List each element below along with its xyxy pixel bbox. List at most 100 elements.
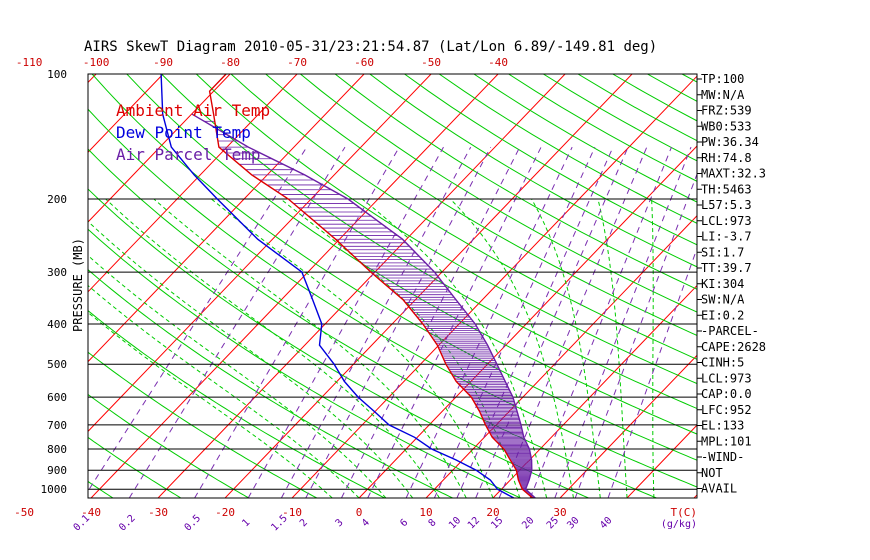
dry-adiabat-line	[126, 74, 697, 435]
mixing-ratio-tick-label: 30	[565, 515, 581, 531]
isotherm-line	[0, 74, 29, 498]
parcel-line	[191, 113, 536, 498]
mixing-ratio-tick-label: 3	[334, 517, 346, 529]
temp-tick-top-label: -110	[16, 56, 43, 69]
index-label: NOT	[701, 466, 723, 480]
y-axis-label: PRESSURE (MB)	[71, 238, 85, 332]
index-label: FRZ:539	[701, 104, 752, 118]
dry-adiabat-line	[752, 74, 870, 498]
mixing-ratio-tick-label: 2	[298, 517, 310, 529]
mixing-ratio-line	[433, 146, 596, 498]
index-label: TH:5463	[701, 182, 752, 196]
dry-adiabat-line	[88, 480, 114, 498]
temp-tick-bottom-label: 0	[356, 506, 363, 519]
dry-adiabat-line	[88, 393, 250, 498]
temp-unit-label: T(C)	[671, 506, 698, 519]
index-label: SI:1.7	[701, 245, 744, 259]
legend: Ambient Air Temp Dew Point Temp Air Parcel…	[116, 101, 270, 164]
cape-hatch	[204, 120, 536, 498]
moist-adiabat-line	[88, 254, 387, 498]
index-label: -WIND-	[701, 450, 744, 464]
index-label: L57:5.3	[701, 198, 752, 212]
chart-title: AIRS SkewT Diagram 2010-05-31/23:21:54.8…	[84, 39, 657, 55]
temp-tick-top-label: -50	[421, 56, 441, 69]
index-label: CAPE:2628	[701, 340, 766, 354]
mixing-ratio-tick-label: 10	[447, 515, 463, 531]
mixing-ratio-line	[498, 146, 648, 498]
dry-adiabat-line	[0, 74, 45, 498]
ambient-temp-line	[208, 74, 534, 498]
moist-adiabat-line	[105, 198, 440, 498]
labels-layer: 1002003004005006007008009001000-120-110-…	[14, 56, 698, 534]
legend-entry: Ambient Air Temp	[116, 101, 270, 120]
moist-adiabat-line	[597, 198, 628, 498]
mixing-ratio-line	[194, 146, 400, 498]
isotherm-line	[88, 74, 365, 363]
pressure-tick-label: 700	[47, 419, 67, 432]
temp-tick-bottom-label: -30	[148, 506, 168, 519]
index-label: LFC:952	[701, 403, 752, 417]
pressure-tick-label: 1000	[41, 483, 68, 496]
mixing-ratio-line	[280, 146, 472, 498]
moist-adiabat-line	[88, 284, 360, 498]
pressure-tick-label: 100	[47, 68, 67, 81]
index-label: RH:74.8	[701, 151, 752, 165]
temp-tick-top-label: -90	[153, 56, 173, 69]
mixing-ratio-line	[247, 146, 444, 498]
dry-adiabat-line	[88, 148, 657, 498]
mixing-ratio-tick-label: 40	[598, 515, 614, 531]
index-label: KI:304	[701, 277, 744, 291]
isotherm-line	[425, 215, 697, 498]
temp-tick-bottom-label: -20	[215, 506, 235, 519]
frame-layer	[87, 73, 698, 499]
moist-adiabat-line	[153, 198, 467, 498]
pressure-tick-label: 200	[47, 193, 67, 206]
dry-adiabat-line	[473, 74, 697, 203]
moist-adiabat-line	[280, 198, 521, 498]
index-label: MPL:101	[701, 434, 752, 448]
index-label: WB0:533	[701, 119, 752, 133]
mixing-ratio-tick-label: 0.5	[183, 513, 204, 534]
index-label: EL:133	[701, 419, 744, 433]
series-layer	[160, 74, 536, 498]
moist-adiabat-line	[211, 198, 494, 498]
temp-tick-bottom-label: -40	[81, 506, 101, 519]
index-label: LCL:973	[701, 214, 752, 228]
mixing-ratio-line	[574, 172, 697, 498]
mixing-ratio-line	[128, 146, 346, 498]
index-label: -PARCEL-	[701, 324, 759, 338]
index-label: SW:N/A	[701, 293, 745, 307]
isotherm-line	[626, 424, 697, 498]
dewpoint-line	[160, 74, 515, 498]
index-label: MAXT:32.3	[701, 167, 766, 181]
dry-adiabat-line	[230, 74, 697, 360]
pressure-tick-label: 500	[47, 358, 67, 371]
moist-adiabat-line	[449, 198, 574, 498]
index-label: CAP:0.0	[701, 387, 752, 401]
mixing-ratio-tick-label: 6	[398, 517, 410, 529]
index-label: TP:100	[701, 72, 744, 86]
mixing-ratio-line	[529, 146, 672, 498]
dry-adiabat-line	[195, 74, 697, 385]
mixing-ratio-line	[456, 146, 614, 498]
mixing-unit-label: (g/kg)	[661, 519, 697, 530]
mixing-ratio-line	[554, 146, 692, 498]
dry-adiabat-line	[300, 74, 697, 313]
pressure-tick-label: 800	[47, 443, 67, 456]
isotherm-line	[224, 74, 633, 498]
dry-adiabat-line	[88, 351, 318, 498]
dry-adiabat-line	[369, 74, 697, 268]
isotherm-line	[559, 354, 697, 498]
temp-tick-bottom-label: -10	[282, 506, 302, 519]
pressure-tick-label: 900	[47, 464, 67, 477]
isotherm-line	[157, 74, 566, 498]
mixing-ratio-line	[475, 146, 629, 498]
index-label: EI:0.2	[701, 308, 744, 322]
temp-tick-bottom-label: 30	[553, 506, 566, 519]
pressure-tick-label: 600	[47, 391, 67, 404]
mixing-ratio-line	[305, 146, 492, 498]
isotherm-line	[761, 74, 870, 498]
legend-entry: Dew Point Temp	[116, 123, 251, 142]
